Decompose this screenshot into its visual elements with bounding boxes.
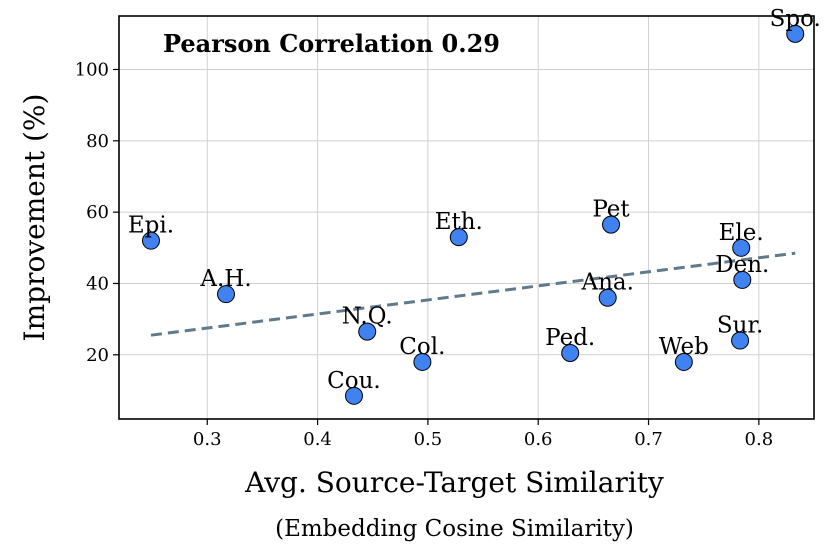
x-tick-label: 0.5 — [414, 429, 443, 450]
data-point-epi — [141, 231, 160, 250]
y-axis-title: Improvement (%) — [18, 94, 51, 342]
y-tick-label: 60 — [86, 202, 109, 223]
point-label: Spo. — [770, 6, 821, 32]
data-point-nq — [358, 322, 377, 341]
point-label: Sur. — [717, 313, 763, 339]
x-axis-title: Avg. Source-Target Similarity — [244, 466, 664, 499]
data-point-col — [413, 352, 432, 371]
data-point-sur — [731, 331, 750, 350]
trend-layer — [150, 251, 796, 337]
y-tick-label: 40 — [86, 273, 109, 294]
point-labels: Epi. A.H. Cou. N.Q.Col. Eth. Ped. Ana. Pet Web Su… — [128, 6, 821, 394]
point-label: Web — [659, 334, 709, 360]
point-label: Pet — [592, 197, 630, 223]
point-label: Eth. — [435, 209, 483, 235]
point-label: Ele. — [719, 220, 764, 246]
y-ticks: 20 40 60 80 100 — [75, 59, 119, 366]
y-tick-label: 100 — [75, 59, 109, 80]
x-tick-label: 0.8 — [745, 429, 774, 450]
data-point-ana — [598, 288, 617, 307]
data-points — [141, 24, 805, 405]
x-tick-label: 0.3 — [193, 429, 222, 450]
point-label: Epi. — [128, 213, 174, 239]
data-point-pet — [602, 215, 621, 234]
point-label: A.H. — [199, 266, 251, 292]
data-point-ped — [561, 344, 580, 363]
x-ticks: 0.3 0.4 0.5 0.6 0.7 0.8 — [193, 419, 773, 450]
x-axis-subtitle: (Embedding Cosine Similarity) — [275, 516, 634, 542]
data-point-ele — [732, 238, 751, 257]
x-tick-label: 0.7 — [634, 429, 663, 450]
x-tick-label: 0.6 — [524, 429, 553, 450]
data-point-eth — [449, 228, 468, 247]
data-point-web — [674, 352, 693, 371]
grid-lines — [119, 16, 814, 419]
point-label: Ped. — [545, 325, 595, 351]
point-label: Col. — [399, 334, 445, 360]
x-tick-label: 0.4 — [303, 429, 332, 450]
data-point-den — [733, 270, 752, 289]
point-label: Cou. — [327, 368, 381, 394]
point-label: Den. — [715, 252, 769, 278]
trend-line — [150, 251, 796, 337]
point-label: Ana. — [580, 270, 633, 296]
point-label: N.Q. — [342, 304, 393, 330]
y-tick-label: 80 — [86, 131, 109, 152]
pearson-annotation: Pearson Correlation 0.29 — [163, 29, 500, 58]
data-point-spo — [786, 24, 805, 43]
y-tick-label: 20 — [86, 345, 109, 366]
data-point-ah — [217, 285, 236, 304]
data-point-cou — [344, 386, 363, 405]
plot-frame — [118, 15, 815, 420]
